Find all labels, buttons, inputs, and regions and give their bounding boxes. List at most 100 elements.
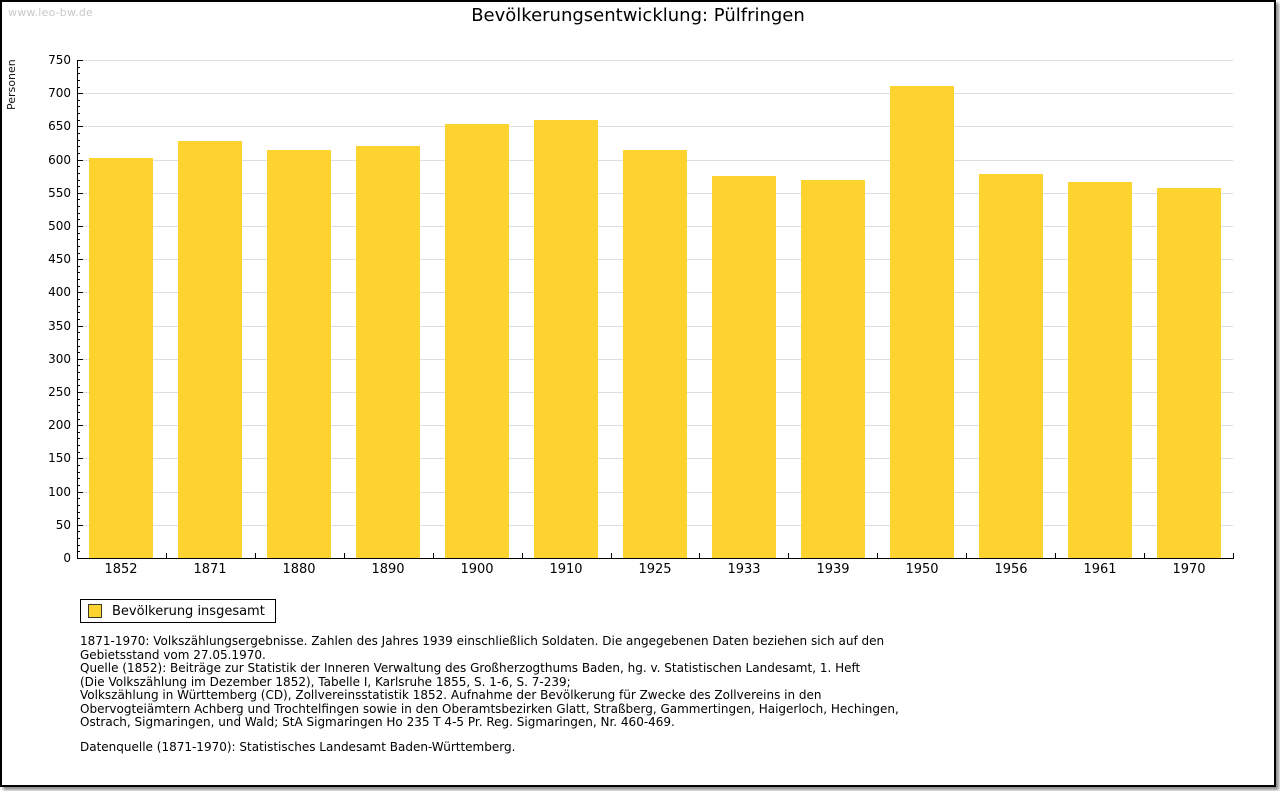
- footnote-line: Ostrach, Sigmaringen, und Wald; StA Sigm…: [80, 715, 675, 729]
- y-major-tick: [77, 392, 83, 393]
- y-minor-tick: [77, 73, 80, 74]
- x-tick-label: 1925: [638, 562, 672, 577]
- gridline: [77, 126, 1233, 127]
- y-tick-label: 750: [48, 53, 71, 67]
- x-tick-label: 1970: [1172, 562, 1206, 577]
- y-minor-tick: [77, 365, 80, 366]
- y-minor-tick: [77, 173, 80, 174]
- x-tick-label: 1933: [727, 562, 761, 577]
- x-tick-label: 1852: [104, 562, 138, 577]
- bar-1880: [267, 150, 331, 558]
- x-tick: [788, 553, 789, 558]
- y-minor-tick: [77, 239, 80, 240]
- y-tick-label: 650: [48, 119, 71, 133]
- y-minor-tick: [77, 120, 80, 121]
- bar-1970: [1157, 188, 1221, 558]
- gridline: [77, 60, 1233, 61]
- x-tick: [344, 553, 345, 558]
- y-tick-label: 150: [48, 451, 71, 465]
- y-tick-label: 100: [48, 485, 71, 499]
- x-tick: [699, 553, 700, 558]
- y-minor-tick: [77, 186, 80, 187]
- page-title: Bevölkerungsentwicklung: Pülfringen: [471, 5, 805, 26]
- bar-1871: [178, 141, 242, 558]
- bar-1910: [534, 120, 598, 558]
- y-minor-tick: [77, 485, 80, 486]
- watermark: www.leo-bw.de: [8, 6, 94, 19]
- y-minor-tick: [77, 385, 80, 386]
- x-tick: [166, 553, 167, 558]
- x-axis-line: [77, 558, 1234, 559]
- y-minor-tick: [77, 339, 80, 340]
- footnote-line: Gebietsstand vom 27.05.1970.: [80, 647, 266, 662]
- x-tick-label: 1871: [193, 562, 227, 577]
- y-minor-tick: [77, 465, 80, 466]
- y-major-tick: [77, 193, 83, 194]
- y-minor-tick: [77, 498, 80, 499]
- x-tick-label: 1939: [816, 562, 850, 577]
- y-tick-label: 700: [48, 86, 71, 100]
- y-minor-tick: [77, 432, 80, 433]
- x-tick-label: 1910: [549, 562, 583, 577]
- y-minor-tick: [77, 253, 80, 254]
- y-major-tick: [77, 492, 83, 493]
- y-minor-tick: [77, 319, 80, 320]
- y-minor-tick: [77, 545, 80, 546]
- y-minor-tick: [77, 113, 80, 114]
- y-minor-tick: [77, 478, 80, 479]
- x-tick: [877, 553, 878, 558]
- y-minor-tick: [77, 531, 80, 532]
- legend-label: Bevölkerung insgesamt: [112, 603, 265, 619]
- legend-swatch-icon: [88, 604, 102, 618]
- x-tick-label: 1890: [371, 562, 405, 577]
- y-minor-tick: [77, 266, 80, 267]
- y-minor-tick: [77, 106, 80, 107]
- bar-1900: [445, 124, 509, 558]
- y-major-tick: [77, 226, 83, 227]
- footnote-line: Quelle (1852): Beiträge zur Statistik de…: [80, 661, 861, 675]
- y-tick-label: 450: [48, 252, 71, 266]
- footnote-line: Obervogteiämtern Achberg und Trochtelfin…: [80, 701, 899, 716]
- y-tick-label: 250: [48, 385, 71, 399]
- y-minor-tick: [77, 518, 80, 519]
- bar-1890: [356, 146, 420, 558]
- x-tick: [1055, 553, 1056, 558]
- y-minor-tick: [77, 346, 80, 347]
- bar-1933: [712, 176, 776, 558]
- x-tick: [966, 553, 967, 558]
- y-major-tick: [77, 292, 83, 293]
- y-minor-tick: [77, 206, 80, 207]
- y-minor-tick: [77, 379, 80, 380]
- y-tick-label: 0: [63, 551, 71, 565]
- bar-1852: [89, 158, 153, 558]
- y-tick-label: 550: [48, 186, 71, 200]
- x-tick: [255, 553, 256, 558]
- y-tick-label: 500: [48, 219, 71, 233]
- bar-1950: [890, 86, 954, 558]
- y-major-tick: [77, 525, 83, 526]
- y-minor-tick: [77, 286, 80, 287]
- legend: Bevölkerung insgesamt: [80, 599, 276, 623]
- y-major-tick: [77, 60, 83, 61]
- footnote-line: (Die Volkszählung im Dezember 1852), Tab…: [80, 674, 571, 689]
- y-minor-tick: [77, 166, 80, 167]
- bar-1956: [979, 174, 1043, 558]
- y-minor-tick: [77, 551, 80, 552]
- footnote-line: 1871-1970: Volkszählungsergebnisse. Zahl…: [80, 634, 885, 648]
- y-minor-tick: [77, 405, 80, 406]
- x-tick-label: 1900: [460, 562, 494, 577]
- y-tick-label: 200: [48, 418, 71, 432]
- y-major-tick: [77, 126, 83, 127]
- footnote-line: Volkszählung in Württemberg (CD), Zollve…: [80, 688, 822, 702]
- y-major-tick: [77, 93, 83, 94]
- bar-1939: [801, 180, 865, 558]
- y-minor-tick: [77, 279, 80, 280]
- y-minor-tick: [77, 219, 80, 220]
- y-major-tick: [77, 326, 83, 327]
- x-tick: [1233, 553, 1234, 558]
- x-tick: [522, 553, 523, 558]
- x-tick: [611, 553, 612, 558]
- y-major-tick: [77, 259, 83, 260]
